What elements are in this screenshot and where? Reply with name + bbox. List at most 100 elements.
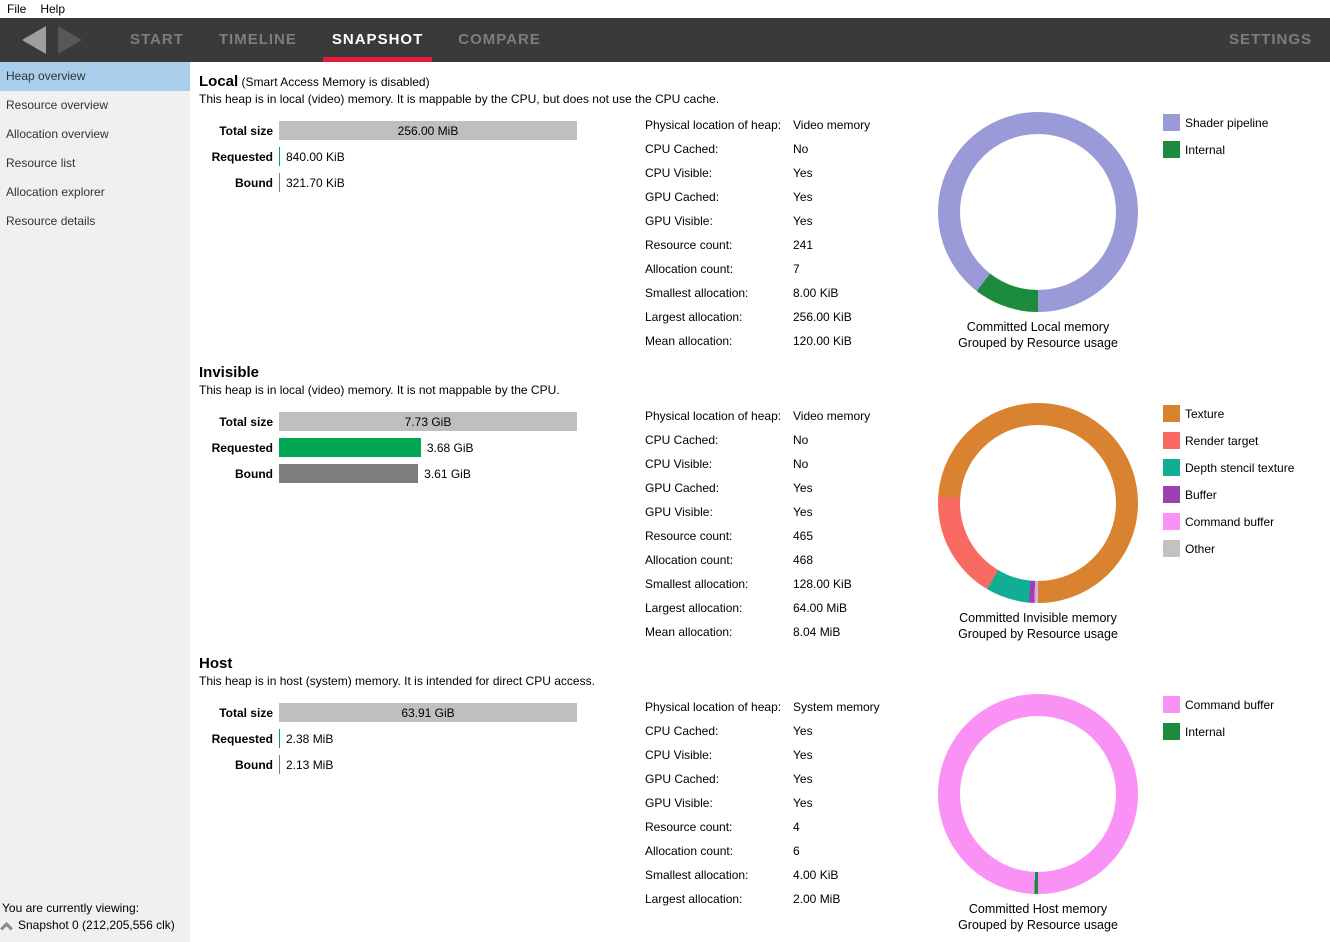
donut-chart-local xyxy=(938,112,1138,312)
menu-item[interactable]: File xyxy=(7,2,27,16)
nav-tab[interactable]: COMPARE xyxy=(458,31,541,48)
chart-caption-line2: Grouped by Resource usage xyxy=(958,918,1118,932)
memory-bars: Total size 256.00 MiB Requested 840.00 K… xyxy=(199,121,577,199)
nav-tab[interactable]: TIMELINE xyxy=(218,31,297,48)
nav-tab[interactable]: START xyxy=(130,31,184,48)
legend-item: Shader pipeline xyxy=(1163,114,1268,131)
bar-fill xyxy=(279,147,280,166)
bar-value: 63.91 GiB xyxy=(401,705,455,720)
stat-value: Yes xyxy=(793,796,813,810)
sidebar-item[interactable]: Allocation explorer xyxy=(6,185,105,199)
stat-row: Smallest allocation: 4.00 KiB xyxy=(645,863,880,887)
stat-label: GPU Cached: xyxy=(645,481,720,495)
stat-label: Physical location of heap: xyxy=(645,700,782,714)
heap-stats: Physical location of heap: System memory… xyxy=(645,695,880,911)
sidebar-item[interactable]: Resource list xyxy=(6,156,76,170)
stat-row: Smallest allocation: 128.00 KiB xyxy=(645,572,870,596)
sidebar-item[interactable]: Resource overview xyxy=(6,98,109,112)
memory-bar-row: Total size 256.00 MiB xyxy=(199,121,577,140)
stat-label: Smallest allocation: xyxy=(645,286,749,300)
memory-bar-row: Total size 7.73 GiB xyxy=(199,412,577,431)
stat-value: Yes xyxy=(793,190,813,204)
legend-label: Depth stencil texture xyxy=(1185,460,1295,475)
stat-value: 64.00 MiB xyxy=(793,601,848,615)
stat-value: 241 xyxy=(793,238,814,252)
bar-value: 321.70 KiB xyxy=(286,175,345,190)
snapshot-name: Snapshot 0 (212,205,556 clk) xyxy=(18,918,175,932)
memory-bar-row: Bound 3.61 GiB xyxy=(199,464,577,483)
stat-row: CPU Cached: Yes xyxy=(645,719,880,743)
legend-swatch xyxy=(1163,141,1180,158)
bar-label: Requested xyxy=(211,731,273,746)
back-arrow-icon[interactable] xyxy=(22,26,46,54)
legend-label: Internal xyxy=(1185,724,1226,739)
stat-value: 465 xyxy=(793,529,814,543)
bar-value: 3.68 GiB xyxy=(426,440,474,455)
bar-label: Requested xyxy=(211,149,273,164)
legend-label: Shader pipeline xyxy=(1185,115,1269,130)
stat-row: CPU Cached: No xyxy=(645,428,870,452)
stat-label: CPU Visible: xyxy=(645,457,713,471)
stat-row: CPU Visible: Yes xyxy=(645,161,870,185)
bar-fill xyxy=(279,729,280,748)
nav-history-buttons xyxy=(22,18,82,62)
legend-swatch xyxy=(1163,114,1180,131)
nav-tabs: START TIMELINE SNAPSHOT COMPARE xyxy=(130,18,541,62)
chart-caption-line1: Committed Invisible memory xyxy=(959,611,1117,625)
bar-value: 840.00 KiB xyxy=(286,149,345,164)
stat-row: CPU Visible: Yes xyxy=(645,743,880,767)
sidebar-item[interactable]: Resource details xyxy=(6,214,96,228)
heap-stats: Physical location of heap: Video memory … xyxy=(645,404,870,644)
forward-arrow-icon[interactable] xyxy=(58,26,82,54)
stat-value: 120.00 KiB xyxy=(793,334,852,348)
nav-tab[interactable]: SNAPSHOT xyxy=(322,18,433,62)
bar-fill xyxy=(279,464,419,483)
stat-row: Allocation count: 7 xyxy=(645,257,870,281)
menu-item[interactable]: Help xyxy=(40,2,66,16)
stat-value: 8.04 MiB xyxy=(793,625,841,639)
bar-track: 3.68 GiB xyxy=(279,438,577,457)
bar-label: Bound xyxy=(235,175,273,190)
bar-label: Total size xyxy=(219,123,273,138)
tab-settings[interactable]: SETTINGS xyxy=(1228,31,1312,48)
bar-fill xyxy=(279,703,577,722)
stat-label: GPU Cached: xyxy=(645,190,720,204)
chevron-up-icon[interactable] xyxy=(0,921,13,935)
stat-value: No xyxy=(793,433,809,447)
heap-title-text: Invisible xyxy=(199,364,260,381)
stat-label: Physical location of heap: xyxy=(645,409,782,423)
stat-label: Smallest allocation: xyxy=(645,868,749,882)
bar-fill xyxy=(279,121,577,140)
chart-caption-line2: Grouped by Resource usage xyxy=(958,627,1118,641)
snapshot-selector[interactable]: Snapshot 0 (212,205,556 clk) xyxy=(0,918,175,935)
stat-value: Yes xyxy=(793,166,813,180)
sidebar-item[interactable]: Heap overview xyxy=(0,62,190,91)
heap-section-invisible: Invisible This heap is in local (video) … xyxy=(190,364,1330,655)
stat-row: Largest allocation: 64.00 MiB xyxy=(645,596,870,620)
stat-value: Yes xyxy=(793,214,813,228)
memory-bar-row: Bound 321.70 KiB xyxy=(199,173,577,192)
bar-track: 321.70 KiB xyxy=(279,173,577,192)
stat-row: GPU Cached: Yes xyxy=(645,185,870,209)
stat-value: Yes xyxy=(793,481,813,495)
legend-label: Buffer xyxy=(1185,487,1217,502)
legend-label: Texture xyxy=(1185,406,1225,421)
stat-label: CPU Cached: xyxy=(645,433,719,447)
bar-track: 63.91 GiB xyxy=(279,703,577,722)
bar-track: 2.38 MiB xyxy=(279,729,577,748)
sidebar-item[interactable]: Allocation overview xyxy=(6,127,109,141)
chart-caption: Committed Host memory Grouped by Resourc… xyxy=(888,901,1188,933)
stat-value: System memory xyxy=(793,700,880,714)
bar-label: Bound xyxy=(235,757,273,772)
legend-label: Command buffer xyxy=(1185,697,1275,712)
stat-label: CPU Cached: xyxy=(645,724,719,738)
legend-label: Command buffer xyxy=(1185,514,1275,529)
heap-title-text: Local xyxy=(199,73,239,90)
stat-row: Largest allocation: 2.00 MiB xyxy=(645,887,880,911)
heap-description: This heap is in local (video) memory. It… xyxy=(199,383,560,397)
stat-row: GPU Visible: Yes xyxy=(645,500,870,524)
memory-bar-row: Bound 2.13 MiB xyxy=(199,755,577,774)
legend-item: Internal xyxy=(1163,723,1274,740)
stat-value: 128.00 KiB xyxy=(793,577,852,591)
legend-item: Texture xyxy=(1163,405,1294,422)
